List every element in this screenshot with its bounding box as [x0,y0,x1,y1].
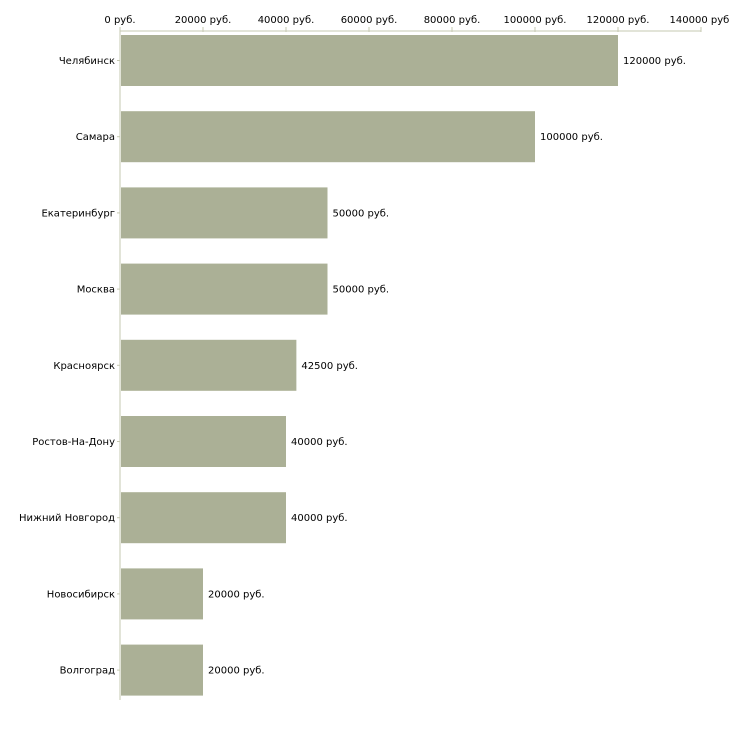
bar-2 [121,187,328,239]
bar-4 [121,339,297,391]
category-label: Волгоград [60,666,115,677]
x-tick-label: 60000 руб. [341,15,398,26]
bar-8 [121,644,203,696]
data-label: 40000 руб. [291,437,348,448]
bar-1 [121,111,535,163]
x-tick-label: 100000 руб. [504,15,567,26]
x-tick-label: 80000 руб. [424,15,481,26]
category-label: Красноярск [53,361,115,372]
bar-3 [121,263,328,315]
category-label: Москва [77,285,115,296]
data-label: 20000 руб. [208,589,265,600]
x-tick-label: 120000 руб. [587,15,650,26]
bar-0 [121,35,618,86]
category-label: Нижний Новгород [19,513,115,524]
category-label: Ростов-На-Дону [32,437,115,448]
data-label: 20000 руб. [208,666,265,677]
x-tick-label: 20000 руб. [175,15,232,26]
data-label: 100000 руб. [540,132,603,143]
bar-5 [121,416,286,467]
x-tick-label: 140000 руб. [670,15,730,26]
data-label: 50000 руб. [333,208,390,219]
category-label: Челябинск [59,56,115,67]
x-tick-label: 40000 руб. [258,15,315,26]
bar-6 [121,492,286,544]
x-tick-label: 0 руб. [104,15,135,26]
data-label: 120000 руб. [623,56,686,67]
category-label: Екатеринбург [41,208,115,219]
data-label: 40000 руб. [291,513,348,524]
bar-7 [121,568,203,620]
data-label: 50000 руб. [333,285,390,296]
category-label: Самара [76,132,115,143]
data-label: 42500 руб. [301,361,358,372]
category-label: Новосибирск [47,589,115,600]
